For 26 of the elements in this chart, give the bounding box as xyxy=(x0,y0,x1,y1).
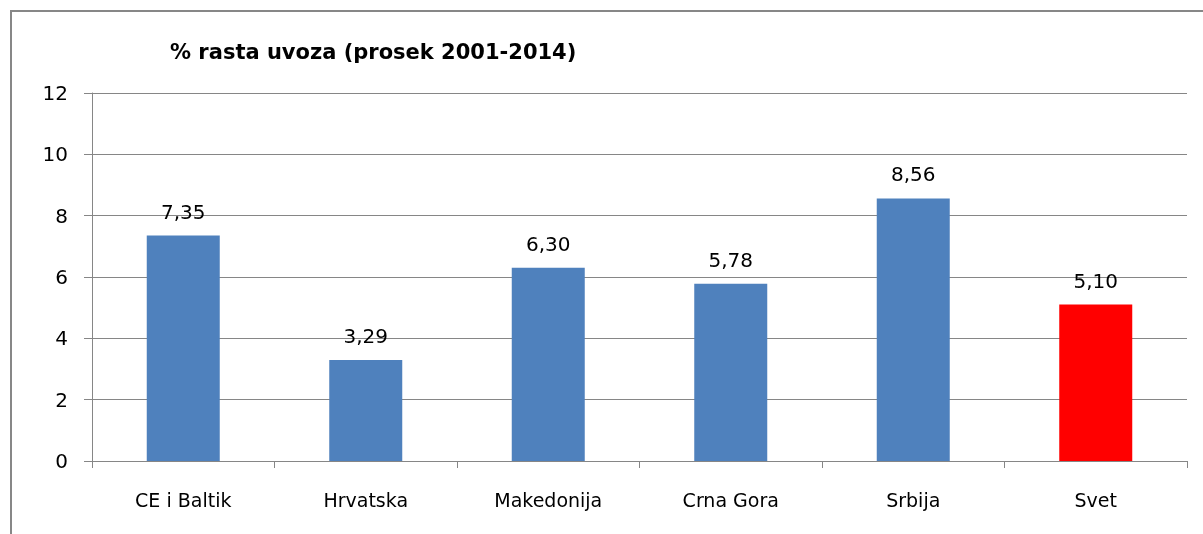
y-tick-label: 2 xyxy=(55,387,68,412)
y-tick-label: 10 xyxy=(42,142,68,167)
data-label: 8,56 xyxy=(890,162,936,187)
x-tick-label: Hrvatska xyxy=(323,488,409,511)
y-tick-label: 4 xyxy=(55,326,68,351)
bar xyxy=(1059,304,1133,461)
bar xyxy=(146,235,220,461)
bar xyxy=(329,360,403,461)
bar xyxy=(876,198,950,461)
x-tick-label: CE i Baltik xyxy=(135,488,232,511)
y-tick-label: 8 xyxy=(55,203,68,228)
x-tick-label: Makedonija xyxy=(494,488,603,511)
data-label: 3,29 xyxy=(343,324,389,349)
data-label: 6,30 xyxy=(525,231,571,256)
x-tick-label: Crna Gora xyxy=(682,488,779,511)
x-tick-label: Svet xyxy=(1074,488,1117,511)
chart-title: % rasta uvoza (prosek 2001-2014) xyxy=(170,39,577,64)
data-label: 7,35 xyxy=(160,199,206,224)
bar xyxy=(694,283,768,461)
y-tick-label: 0 xyxy=(55,449,68,473)
bar xyxy=(511,267,585,461)
x-tick-label: Srbija xyxy=(886,488,941,511)
data-label: 5,78 xyxy=(708,247,754,272)
y-tick-label: 12 xyxy=(42,81,68,105)
data-label: 5,10 xyxy=(1073,268,1119,293)
y-tick-label: 6 xyxy=(55,265,68,289)
